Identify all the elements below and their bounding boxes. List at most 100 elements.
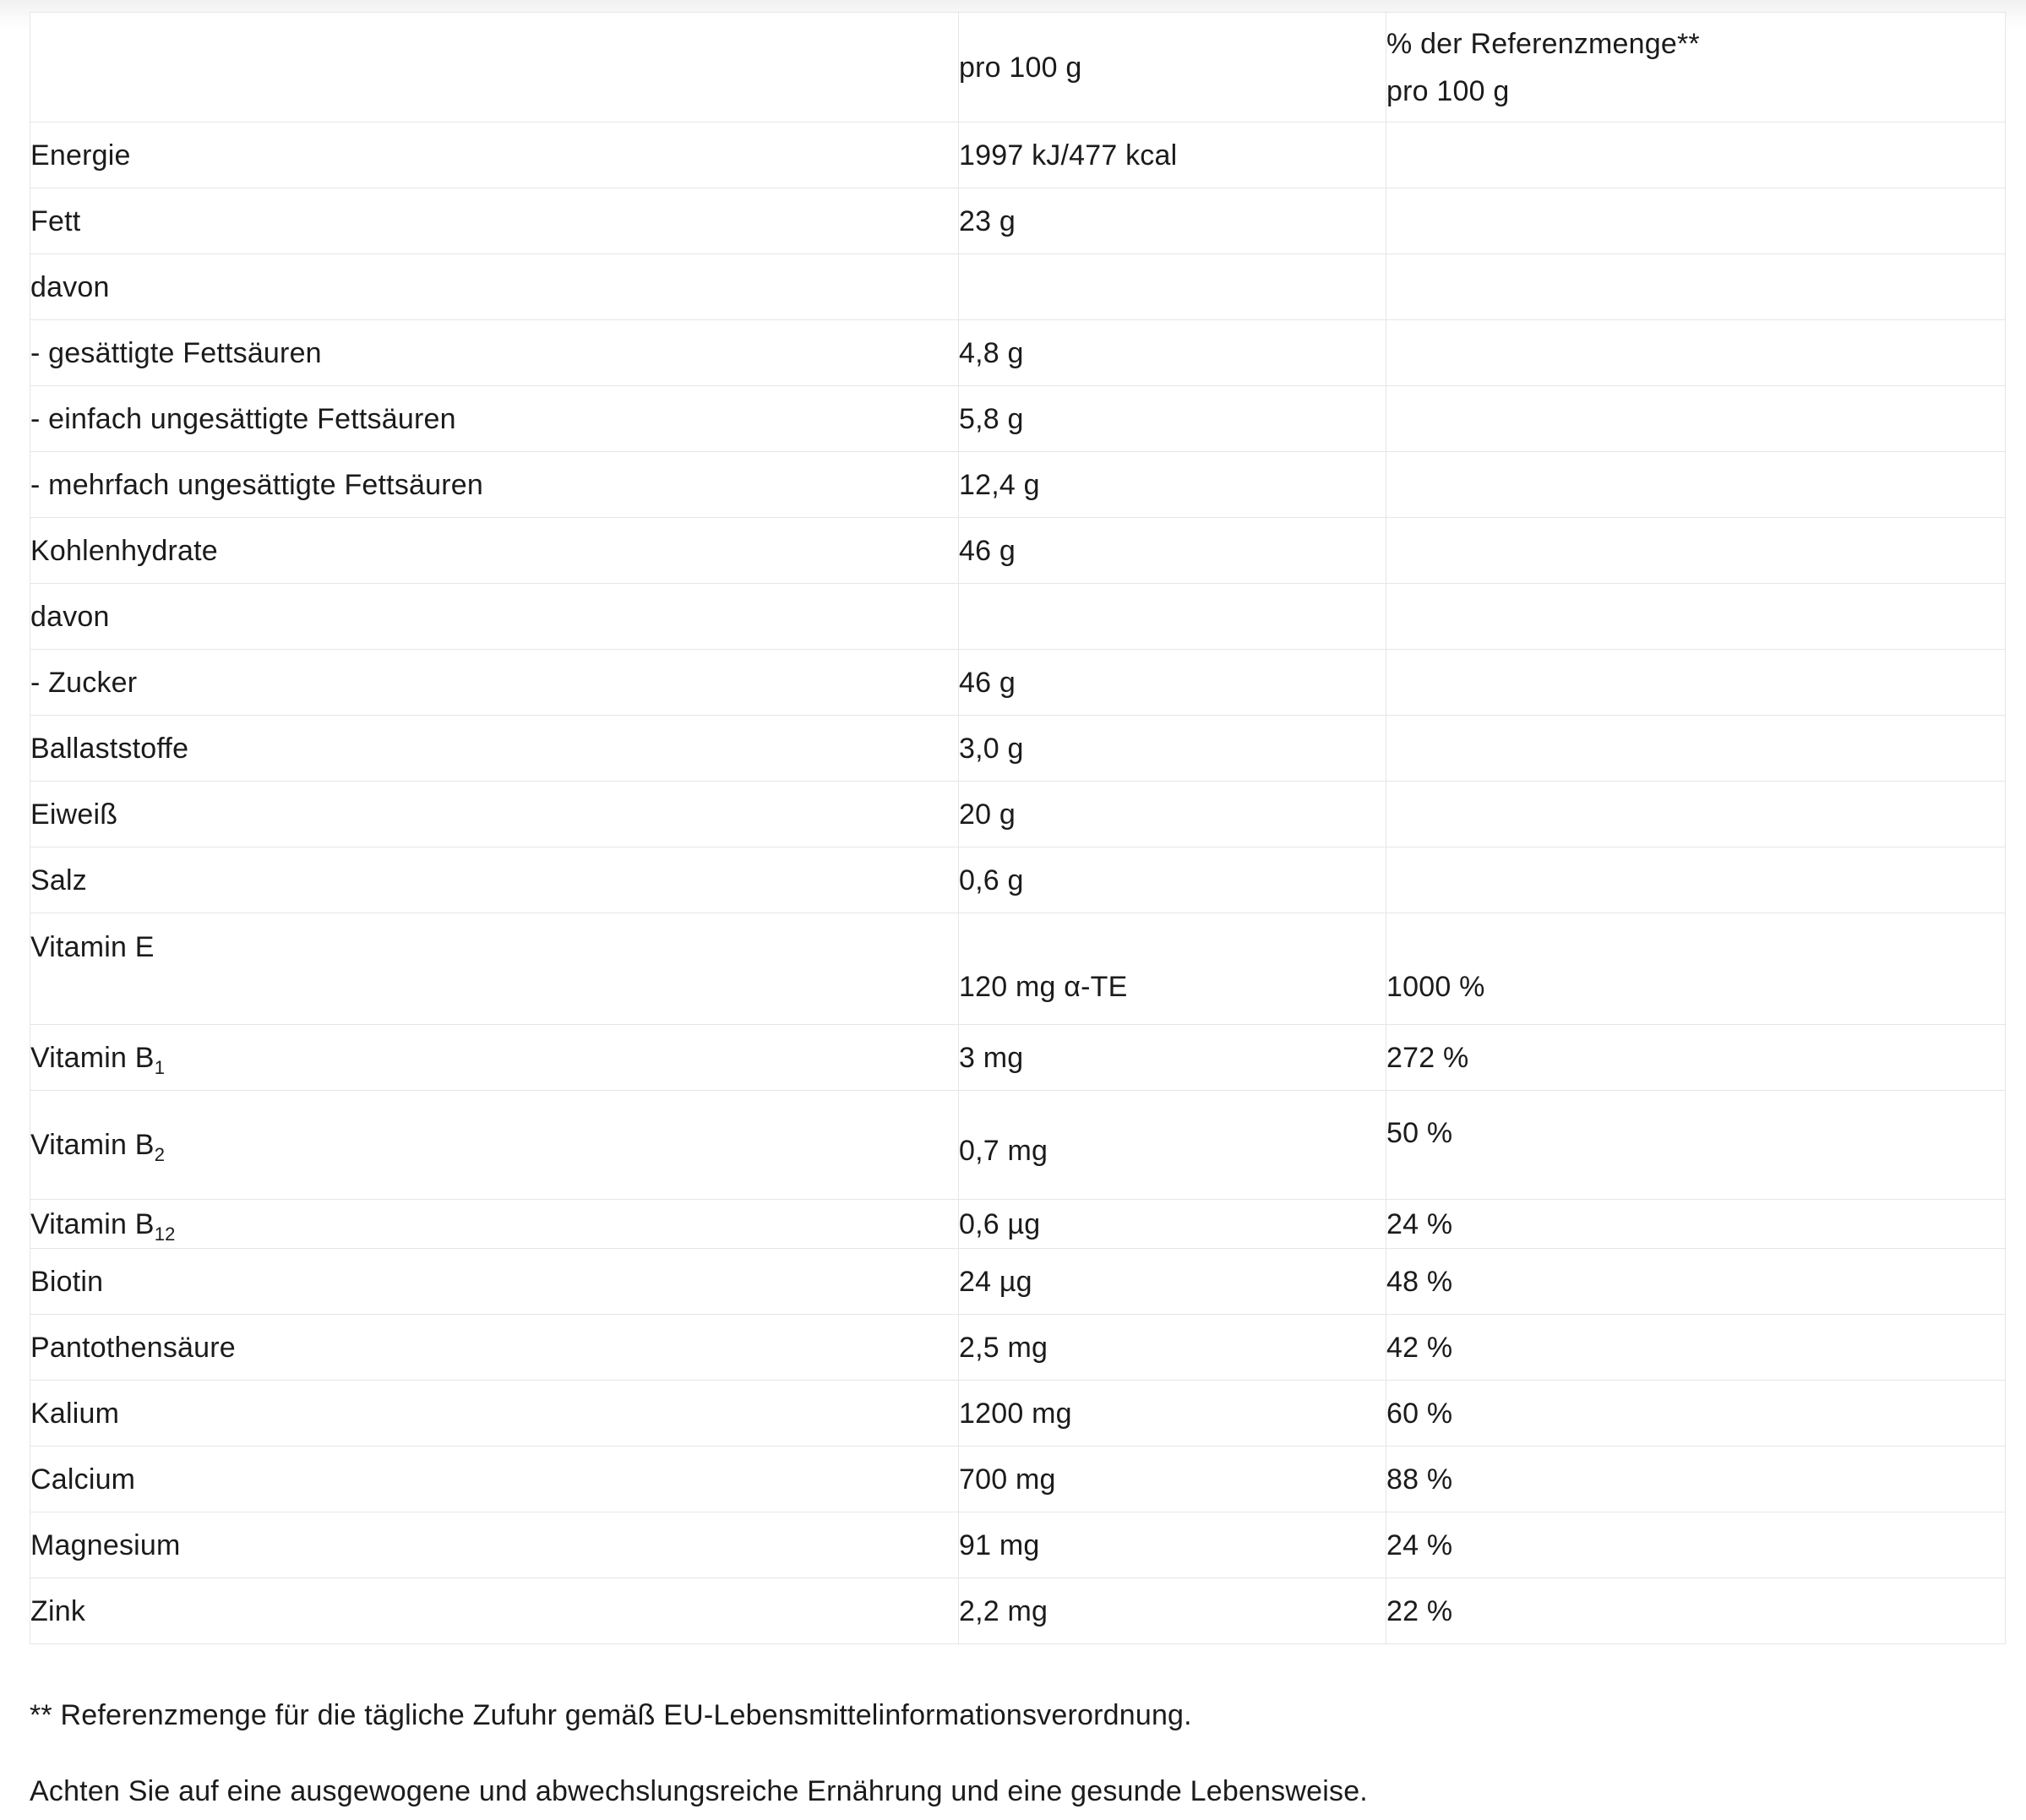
header-per-100g: pro 100 g bbox=[958, 12, 1386, 123]
per-100g-value-cell: 1200 mg bbox=[958, 1380, 1386, 1447]
nutrient-label-cell: davon bbox=[30, 583, 959, 650]
table-row: Kalium 1200 mg 60 % bbox=[30, 1380, 2006, 1447]
reference-pct-cell bbox=[1386, 319, 2006, 386]
table-row: davon bbox=[30, 583, 2006, 650]
table-row: - einfach ungesättigte Fettsäuren 5,8 g bbox=[30, 385, 2006, 452]
per-100g-value-cell: 24 µg bbox=[958, 1248, 1386, 1315]
table-row: - mehrfach ungesättigte Fettsäuren 12,4 g bbox=[30, 451, 2006, 518]
per-100g-value-cell: 20 g bbox=[958, 781, 1386, 847]
per-100g-value-cell: 5,8 g bbox=[958, 385, 1386, 452]
table-row: - gesättigte Fettsäuren 4,8 g bbox=[30, 319, 2006, 386]
table-row: Vitamin B1 3 mg 272 % bbox=[30, 1024, 2006, 1091]
nutrient-label-cell: Biotin bbox=[30, 1248, 959, 1315]
reference-pct-cell bbox=[1386, 649, 2006, 716]
nutrient-label-cell: Fett bbox=[30, 188, 959, 254]
table-row: Fett 23 g bbox=[30, 188, 2006, 254]
reference-pct-cell: 1000 % bbox=[1386, 913, 2006, 1025]
reference-pct-cell: 60 % bbox=[1386, 1380, 2006, 1447]
reference-pct-cell bbox=[1386, 715, 2006, 782]
per-100g-value-cell: 2,5 mg bbox=[958, 1314, 1386, 1381]
reference-pct-cell: 88 % bbox=[1386, 1446, 2006, 1512]
reference-pct-cell: 272 % bbox=[1386, 1024, 2006, 1091]
per-100g-value-cell bbox=[958, 253, 1386, 320]
reference-pct-cell bbox=[1386, 451, 2006, 518]
reference-pct-cell: 50 % bbox=[1386, 1090, 2006, 1200]
table-row: Vitamin B2 0,7 mg 50 % bbox=[30, 1090, 2006, 1200]
per-100g-value-cell: 4,8 g bbox=[958, 319, 1386, 386]
table-row: Kohlenhydrate 46 g bbox=[30, 517, 2006, 584]
nutrient-label-cell: Salz bbox=[30, 847, 959, 913]
table-row: Biotin 24 µg 48 % bbox=[30, 1248, 2006, 1315]
nutrient-label-cell: Eiweiß bbox=[30, 781, 959, 847]
nutrient-label-cell: - mehrfach ungesättigte Fettsäuren bbox=[30, 451, 959, 518]
per-100g-value-cell: 0,7 mg bbox=[958, 1090, 1386, 1200]
nutrient-label-subscript: 1 bbox=[154, 1056, 166, 1078]
nutrient-label-subscript: 12 bbox=[154, 1223, 176, 1245]
nutrient-label-cell: Vitamin B1 bbox=[30, 1024, 959, 1091]
reference-pct-cell bbox=[1386, 517, 2006, 584]
reference-pct-cell: 48 % bbox=[1386, 1248, 2006, 1315]
per-100g-value-cell: 0,6 µg bbox=[958, 1199, 1386, 1249]
header-row: pro 100 g % der Referenzmenge** pro 100 … bbox=[30, 12, 2006, 123]
header-empty-cell bbox=[30, 12, 959, 123]
nutrient-label-cell: Pantothensäure bbox=[30, 1314, 959, 1381]
nutrient-label-cell: Magnesium bbox=[30, 1512, 959, 1578]
reference-pct-cell bbox=[1386, 253, 2006, 320]
table-row: Pantothensäure 2,5 mg 42 % bbox=[30, 1314, 2006, 1381]
nutrient-label-cell: Kohlenhydrate bbox=[30, 517, 959, 584]
table-row: Energie 1997 kJ/477 kcal bbox=[30, 122, 2006, 188]
table-row: Vitamin E 120 mg α-TE 1000 % bbox=[30, 913, 2006, 1025]
per-100g-value-cell: 2,2 mg bbox=[958, 1578, 1386, 1644]
per-100g-value-cell: 46 g bbox=[958, 649, 1386, 716]
per-100g-value-cell: 3 mg bbox=[958, 1024, 1386, 1091]
reference-pct-cell bbox=[1386, 122, 2006, 188]
reference-pct-cell: 22 % bbox=[1386, 1578, 2006, 1644]
reference-pct-cell: 24 % bbox=[1386, 1512, 2006, 1578]
nutrient-label-cell: Vitamin B12 bbox=[30, 1199, 959, 1249]
nutrient-label-cell: - einfach ungesättigte Fettsäuren bbox=[30, 385, 959, 452]
nutrient-label-cell: - Zucker bbox=[30, 649, 959, 716]
reference-pct-cell bbox=[1386, 847, 2006, 913]
nutrient-label-cell: Calcium bbox=[30, 1446, 959, 1512]
nutrition-table-header: pro 100 g % der Referenzmenge** pro 100 … bbox=[30, 12, 2006, 123]
table-row: davon bbox=[30, 253, 2006, 320]
per-100g-value-cell bbox=[958, 583, 1386, 650]
table-row: Zink 2,2 mg 22 % bbox=[30, 1578, 2006, 1644]
reference-pct-cell: 24 % bbox=[1386, 1199, 2006, 1249]
nutrient-label-cell: - gesättigte Fettsäuren bbox=[30, 319, 959, 386]
table-row: Eiweiß 20 g bbox=[30, 781, 2006, 847]
nutrient-label-subscript: 2 bbox=[154, 1143, 166, 1165]
header-reference-pct-line1: % der Referenzmenge** bbox=[1386, 27, 1700, 60]
reference-pct-cell: 42 % bbox=[1386, 1314, 2006, 1381]
table-row: Salz 0,6 g bbox=[30, 847, 2006, 913]
table-row: Calcium 700 mg 88 % bbox=[30, 1446, 2006, 1512]
header-reference-pct-line2: pro 100 g bbox=[1386, 74, 1510, 107]
per-100g-value-cell: 700 mg bbox=[958, 1446, 1386, 1512]
nutrition-table: pro 100 g % der Referenzmenge** pro 100 … bbox=[30, 12, 2006, 1644]
nutrient-label-cell: Vitamin B2 bbox=[30, 1090, 959, 1200]
per-100g-value-cell: 91 mg bbox=[958, 1512, 1386, 1578]
reference-pct-cell bbox=[1386, 781, 2006, 847]
reference-pct-cell bbox=[1386, 385, 2006, 452]
nutrient-label-cell: davon bbox=[30, 253, 959, 320]
reference-pct-cell bbox=[1386, 188, 2006, 254]
table-row: - Zucker 46 g bbox=[30, 649, 2006, 716]
nutrient-label-cell: Vitamin E bbox=[30, 913, 959, 1025]
header-reference-pct: % der Referenzmenge** pro 100 g bbox=[1386, 12, 2006, 123]
table-row: Vitamin B12 0,6 µg 24 % bbox=[30, 1199, 2006, 1249]
nutrition-table-body: Energie 1997 kJ/477 kcal Fett 23 g davon - ge… bbox=[30, 122, 2006, 1644]
diet-advice-footnote: Achten Sie auf eine ausgewogene und abwe… bbox=[30, 1775, 1368, 1807]
per-100g-value-cell: 23 g bbox=[958, 188, 1386, 254]
per-100g-value-cell: 120 mg α-TE bbox=[958, 913, 1386, 1025]
nutrient-label-cell: Zink bbox=[30, 1578, 959, 1644]
reference-pct-cell bbox=[1386, 583, 2006, 650]
reference-footnote: ** Referenzmenge für die tägliche Zufuhr… bbox=[30, 1699, 1192, 1731]
per-100g-value-cell: 12,4 g bbox=[958, 451, 1386, 518]
per-100g-value-cell: 0,6 g bbox=[958, 847, 1386, 913]
per-100g-value-cell: 46 g bbox=[958, 517, 1386, 584]
per-100g-value-cell: 3,0 g bbox=[958, 715, 1386, 782]
nutrient-label-cell: Kalium bbox=[30, 1380, 959, 1447]
nutrient-label-cell: Ballaststoffe bbox=[30, 715, 959, 782]
nutrient-label-cell: Energie bbox=[30, 122, 959, 188]
table-row: Magnesium 91 mg 24 % bbox=[30, 1512, 2006, 1578]
